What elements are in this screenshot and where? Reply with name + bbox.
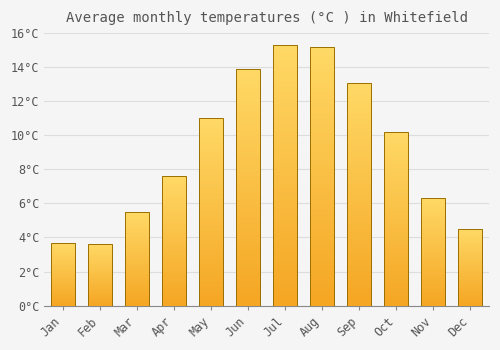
Bar xyxy=(422,198,446,306)
Bar xyxy=(199,118,223,306)
Bar xyxy=(273,45,297,306)
Bar xyxy=(51,243,75,306)
Bar xyxy=(384,132,408,306)
Bar xyxy=(236,69,260,306)
Bar xyxy=(458,229,482,306)
Title: Average monthly temperatures (°C ) in Whitefield: Average monthly temperatures (°C ) in Wh… xyxy=(66,11,468,25)
Bar xyxy=(347,83,372,306)
Bar xyxy=(125,212,149,306)
Bar xyxy=(88,244,112,306)
Bar xyxy=(162,176,186,306)
Bar xyxy=(310,47,334,306)
